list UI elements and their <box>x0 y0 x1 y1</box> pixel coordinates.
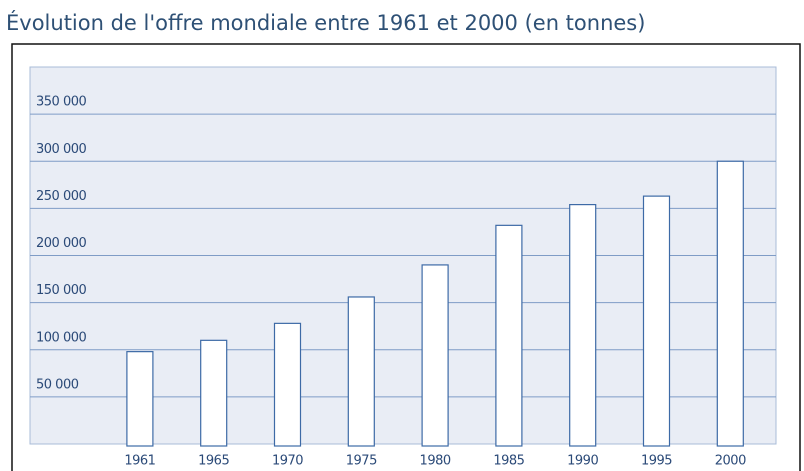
x-tick-label: 1995 <box>641 454 672 469</box>
bar <box>569 204 597 447</box>
y-tick-label: 150 000 <box>36 283 86 298</box>
bar <box>495 224 523 447</box>
y-tick-label: 100 000 <box>36 330 86 345</box>
bar <box>200 339 228 447</box>
y-tick-label: 200 000 <box>36 236 86 251</box>
bar <box>273 322 302 447</box>
x-tick-label: 1965 <box>198 454 229 469</box>
x-tick-label: 1985 <box>493 454 524 469</box>
x-tick-label: 1961 <box>124 454 155 469</box>
bar <box>716 160 744 447</box>
bar <box>126 351 154 447</box>
bar <box>642 195 671 447</box>
y-tick-label: 350 000 <box>36 95 86 110</box>
frame <box>11 43 801 471</box>
bar <box>421 264 449 447</box>
x-tick-label: 1990 <box>567 454 598 469</box>
x-tick-label: 1980 <box>420 454 451 469</box>
y-tick-label: 50 000 <box>36 377 79 392</box>
x-tick-label: 1970 <box>272 454 303 469</box>
x-tick-label: 1975 <box>346 454 377 469</box>
y-tick-label: 300 000 <box>36 142 86 157</box>
x-tick-label: 2000 <box>715 454 746 469</box>
y-tick-label: 250 000 <box>36 189 86 204</box>
bar <box>347 296 375 447</box>
chart-title: Évolution de l'offre mondiale entre 1961… <box>6 10 645 35</box>
